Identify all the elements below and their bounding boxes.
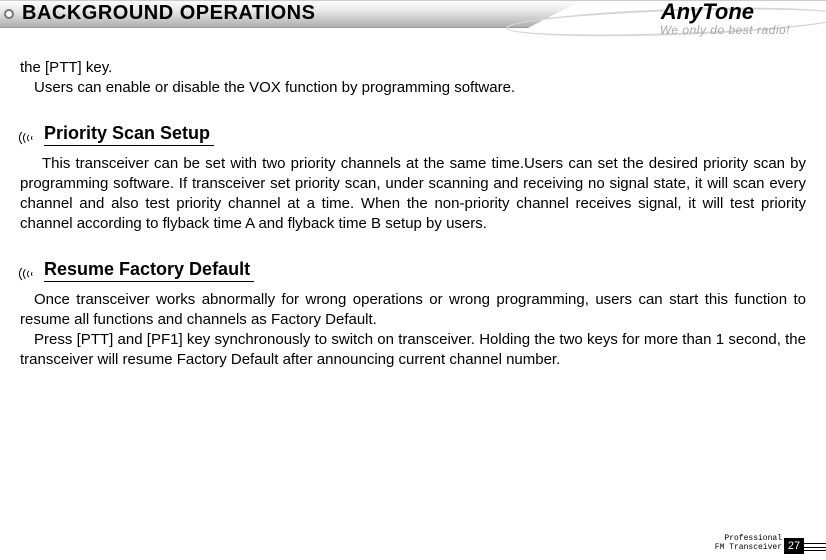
footer: Professional FM Transceiver 27 bbox=[656, 532, 826, 554]
radio-waves-icon bbox=[20, 128, 38, 148]
page-number: 27 bbox=[784, 538, 804, 554]
header-bullet-icon bbox=[4, 9, 14, 19]
section1-heading: Priority Scan Setup bbox=[44, 123, 214, 146]
section1-body: This transceiver can be set with two pri… bbox=[20, 154, 806, 235]
section-heading-row-2: Resume Factory Default bbox=[20, 259, 806, 282]
intro-line-2: Users can enable or disable the VOX func… bbox=[20, 78, 806, 98]
section2-body2: Press [PTT] and [PF1] key synchronously … bbox=[20, 330, 806, 371]
content-area: the [PTT] key. Users can enable or disab… bbox=[20, 58, 806, 371]
brand-logo: AnyTone bbox=[661, 0, 754, 25]
header-bar: BACKGROUND OPERATIONS AnyTone We only do… bbox=[0, 0, 826, 28]
brand-slogan: We only do best radio! bbox=[660, 23, 790, 37]
footer-label-2: FM Transceiver bbox=[715, 543, 782, 552]
brand-logo-text: AnyTone bbox=[661, 0, 754, 24]
footer-lines-icon bbox=[804, 543, 826, 551]
section-factory-default: Resume Factory Default Once transceiver … bbox=[20, 259, 806, 371]
section-heading-row: Priority Scan Setup bbox=[20, 123, 806, 146]
section2-body1: Once transceiver works abnormally for wr… bbox=[20, 290, 806, 331]
section-priority-scan: Priority Scan Setup This transceiver can… bbox=[20, 123, 806, 235]
footer-label: Professional FM Transceiver bbox=[715, 535, 782, 552]
page-header-title: BACKGROUND OPERATIONS bbox=[22, 2, 315, 25]
radio-waves-icon bbox=[20, 264, 38, 284]
intro-line-1: the [PTT] key. bbox=[20, 58, 806, 78]
section2-heading: Resume Factory Default bbox=[44, 259, 254, 282]
brand-area: AnyTone We only do best radio! bbox=[526, 1, 826, 29]
